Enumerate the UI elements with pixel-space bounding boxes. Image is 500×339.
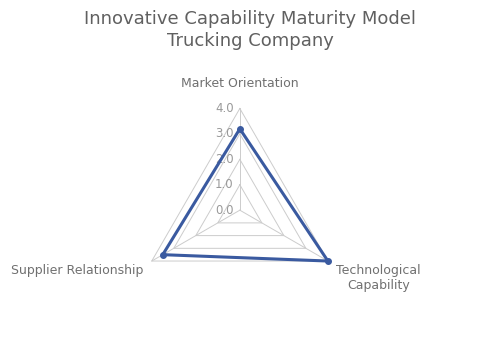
Text: 1.0: 1.0 [215,178,234,191]
Text: Innovative Capability Maturity Model
Trucking Company: Innovative Capability Maturity Model Tru… [84,10,416,50]
Text: Market Orientation: Market Orientation [181,77,298,90]
Text: 2.0: 2.0 [215,153,234,166]
Text: 3.0: 3.0 [215,127,234,140]
Text: Supplier Relationship: Supplier Relationship [11,264,143,277]
Text: 0.0: 0.0 [215,204,234,217]
Text: 4.0: 4.0 [215,102,234,115]
Text: Technological
Capability: Technological Capability [336,264,421,293]
